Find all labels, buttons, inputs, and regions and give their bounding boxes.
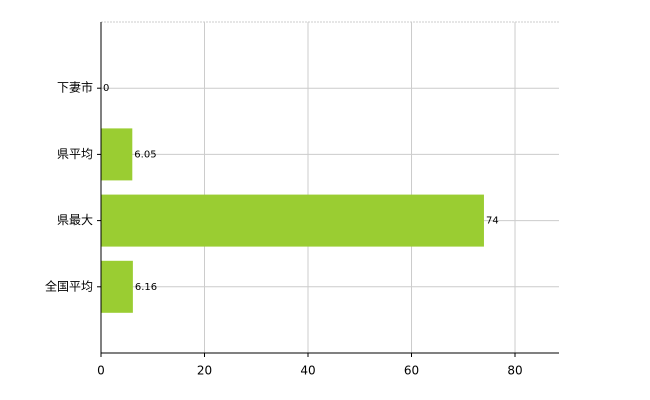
bar [101,194,484,247]
data-label: 6.16 [135,282,157,293]
x-tick-label: 20 [197,364,212,378]
bar [101,260,133,313]
x-tick-label: 0 [97,364,105,378]
y-tick-label: 下妻市 [57,80,93,95]
data-label: 6.05 [134,149,156,160]
y-tick-label: 県最大 [57,213,93,227]
data-label: 74 [486,216,499,227]
y-tick-label: 全国平均 [45,278,93,293]
bar [101,128,133,181]
x-tick-label: 80 [507,364,522,378]
data-label: 0 [103,83,109,94]
y-tick-label: 県平均 [57,147,93,161]
x-tick-label: 60 [404,364,419,378]
x-tick-label: 40 [300,364,315,378]
